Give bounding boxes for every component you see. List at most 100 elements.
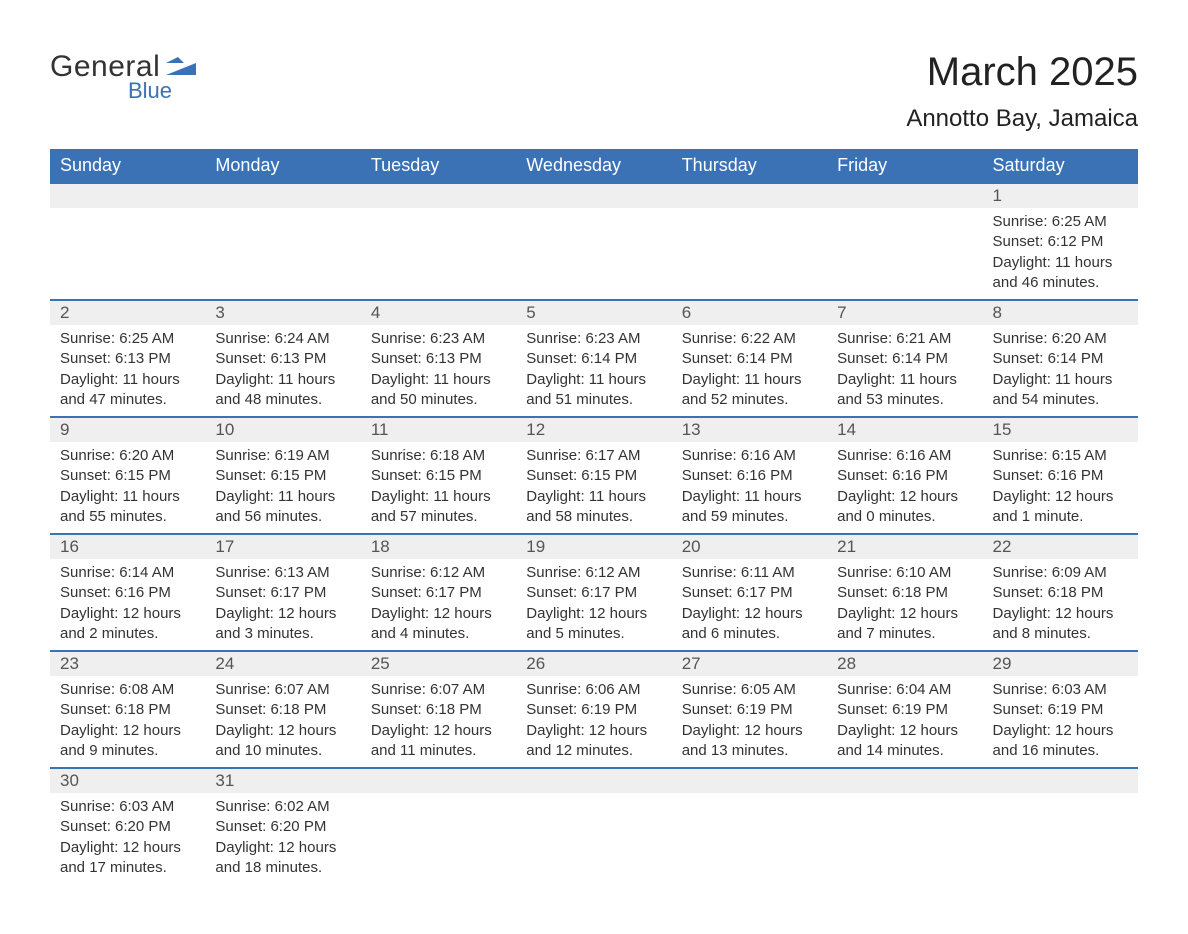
dow-header: Friday — [827, 149, 982, 183]
day-number-cell — [361, 768, 516, 793]
day-detail-cell: Sunrise: 6:20 AMSunset: 6:15 PMDaylight:… — [50, 442, 205, 534]
calendar-body: 1 Sunrise: 6:25 AMSunset: 6:12 PMDayligh… — [50, 183, 1138, 884]
day-number-cell: 27 — [672, 651, 827, 676]
dow-header: Wednesday — [516, 149, 671, 183]
day-number-cell: 14 — [827, 417, 982, 442]
day-detail-cell — [50, 208, 205, 300]
calendar-daynum-row: 2345678 — [50, 300, 1138, 325]
sunset-text: Sunset: 6:16 PM — [837, 466, 972, 486]
sunset-text: Sunset: 6:15 PM — [215, 466, 350, 486]
sunrise-text: Sunrise: 6:14 AM — [60, 563, 195, 583]
day-detail-cell: Sunrise: 6:20 AMSunset: 6:14 PMDaylight:… — [983, 325, 1138, 417]
daylight-text: Daylight: 11 hours and 46 minutes. — [993, 253, 1128, 294]
daylight-text: Daylight: 12 hours and 16 minutes. — [993, 721, 1128, 762]
sunset-text: Sunset: 6:17 PM — [682, 583, 817, 603]
daylight-text: Daylight: 11 hours and 48 minutes. — [215, 370, 350, 411]
sunrise-text: Sunrise: 6:12 AM — [526, 563, 661, 583]
sunset-text: Sunset: 6:15 PM — [60, 466, 195, 486]
daylight-text: Daylight: 12 hours and 1 minute. — [993, 487, 1128, 528]
dow-header: Monday — [205, 149, 360, 183]
daylight-text: Daylight: 11 hours and 47 minutes. — [60, 370, 195, 411]
day-detail-cell: Sunrise: 6:18 AMSunset: 6:15 PMDaylight:… — [361, 442, 516, 534]
day-number-cell: 18 — [361, 534, 516, 559]
day-number-cell: 1 — [983, 183, 1138, 208]
day-number-cell — [672, 768, 827, 793]
daylight-text: Daylight: 12 hours and 0 minutes. — [837, 487, 972, 528]
day-number-cell: 26 — [516, 651, 671, 676]
day-detail-cell — [983, 793, 1138, 884]
day-number-cell: 4 — [361, 300, 516, 325]
day-detail-cell: Sunrise: 6:08 AMSunset: 6:18 PMDaylight:… — [50, 676, 205, 768]
day-number-cell — [827, 183, 982, 208]
day-number-cell: 6 — [672, 300, 827, 325]
daylight-text: Daylight: 11 hours and 51 minutes. — [526, 370, 661, 411]
day-number-cell: 12 — [516, 417, 671, 442]
sunrise-text: Sunrise: 6:04 AM — [837, 680, 972, 700]
day-number-cell: 21 — [827, 534, 982, 559]
day-detail-cell: Sunrise: 6:05 AMSunset: 6:19 PMDaylight:… — [672, 676, 827, 768]
sunset-text: Sunset: 6:14 PM — [993, 349, 1128, 369]
day-number-cell — [516, 768, 671, 793]
day-detail-cell: Sunrise: 6:15 AMSunset: 6:16 PMDaylight:… — [983, 442, 1138, 534]
day-detail-cell: Sunrise: 6:04 AMSunset: 6:19 PMDaylight:… — [827, 676, 982, 768]
sunrise-text: Sunrise: 6:20 AM — [993, 329, 1128, 349]
sunset-text: Sunset: 6:15 PM — [371, 466, 506, 486]
day-detail-cell: Sunrise: 6:03 AMSunset: 6:19 PMDaylight:… — [983, 676, 1138, 768]
calendar-detail-row: Sunrise: 6:25 AMSunset: 6:12 PMDaylight:… — [50, 208, 1138, 300]
calendar-detail-row: Sunrise: 6:08 AMSunset: 6:18 PMDaylight:… — [50, 676, 1138, 768]
day-number-cell: 20 — [672, 534, 827, 559]
day-number-cell: 5 — [516, 300, 671, 325]
day-number-cell: 8 — [983, 300, 1138, 325]
day-number-cell: 2 — [50, 300, 205, 325]
sunset-text: Sunset: 6:13 PM — [60, 349, 195, 369]
day-number-cell: 19 — [516, 534, 671, 559]
day-detail-cell — [516, 208, 671, 300]
sunrise-text: Sunrise: 6:03 AM — [60, 797, 195, 817]
sunrise-text: Sunrise: 6:16 AM — [837, 446, 972, 466]
sunrise-text: Sunrise: 6:21 AM — [837, 329, 972, 349]
calendar-detail-row: Sunrise: 6:25 AMSunset: 6:13 PMDaylight:… — [50, 325, 1138, 417]
daylight-text: Daylight: 11 hours and 56 minutes. — [215, 487, 350, 528]
day-detail-cell — [361, 793, 516, 884]
day-detail-cell: Sunrise: 6:16 AMSunset: 6:16 PMDaylight:… — [672, 442, 827, 534]
day-number-cell: 17 — [205, 534, 360, 559]
day-number-cell: 31 — [205, 768, 360, 793]
day-number-cell — [205, 183, 360, 208]
sunset-text: Sunset: 6:18 PM — [837, 583, 972, 603]
daylight-text: Daylight: 12 hours and 2 minutes. — [60, 604, 195, 645]
sunrise-text: Sunrise: 6:22 AM — [682, 329, 817, 349]
logo-swoosh-icon — [166, 57, 196, 77]
sunset-text: Sunset: 6:13 PM — [215, 349, 350, 369]
day-detail-cell: Sunrise: 6:16 AMSunset: 6:16 PMDaylight:… — [827, 442, 982, 534]
sunrise-text: Sunrise: 6:10 AM — [837, 563, 972, 583]
sunrise-text: Sunrise: 6:15 AM — [993, 446, 1128, 466]
day-detail-cell — [205, 208, 360, 300]
daylight-text: Daylight: 12 hours and 14 minutes. — [837, 721, 972, 762]
calendar-daynum-row: 9101112131415 — [50, 417, 1138, 442]
sunset-text: Sunset: 6:14 PM — [682, 349, 817, 369]
sunset-text: Sunset: 6:19 PM — [837, 700, 972, 720]
day-number-cell: 23 — [50, 651, 205, 676]
day-detail-cell: Sunrise: 6:13 AMSunset: 6:17 PMDaylight:… — [205, 559, 360, 651]
day-detail-cell: Sunrise: 6:25 AMSunset: 6:13 PMDaylight:… — [50, 325, 205, 417]
day-detail-cell — [516, 793, 671, 884]
daylight-text: Daylight: 12 hours and 8 minutes. — [993, 604, 1128, 645]
daylight-text: Daylight: 12 hours and 5 minutes. — [526, 604, 661, 645]
day-number-cell: 22 — [983, 534, 1138, 559]
daylight-text: Daylight: 12 hours and 4 minutes. — [371, 604, 506, 645]
day-detail-cell — [827, 793, 982, 884]
daylight-text: Daylight: 12 hours and 3 minutes. — [215, 604, 350, 645]
day-number-cell: 24 — [205, 651, 360, 676]
day-detail-cell: Sunrise: 6:21 AMSunset: 6:14 PMDaylight:… — [827, 325, 982, 417]
sunset-text: Sunset: 6:20 PM — [60, 817, 195, 837]
sunset-text: Sunset: 6:17 PM — [526, 583, 661, 603]
dow-header: Sunday — [50, 149, 205, 183]
day-number-cell: 25 — [361, 651, 516, 676]
daylight-text: Daylight: 11 hours and 58 minutes. — [526, 487, 661, 528]
dow-header: Tuesday — [361, 149, 516, 183]
day-number-cell: 30 — [50, 768, 205, 793]
dow-header: Thursday — [672, 149, 827, 183]
sunset-text: Sunset: 6:18 PM — [371, 700, 506, 720]
daylight-text: Daylight: 11 hours and 50 minutes. — [371, 370, 506, 411]
day-detail-cell: Sunrise: 6:17 AMSunset: 6:15 PMDaylight:… — [516, 442, 671, 534]
